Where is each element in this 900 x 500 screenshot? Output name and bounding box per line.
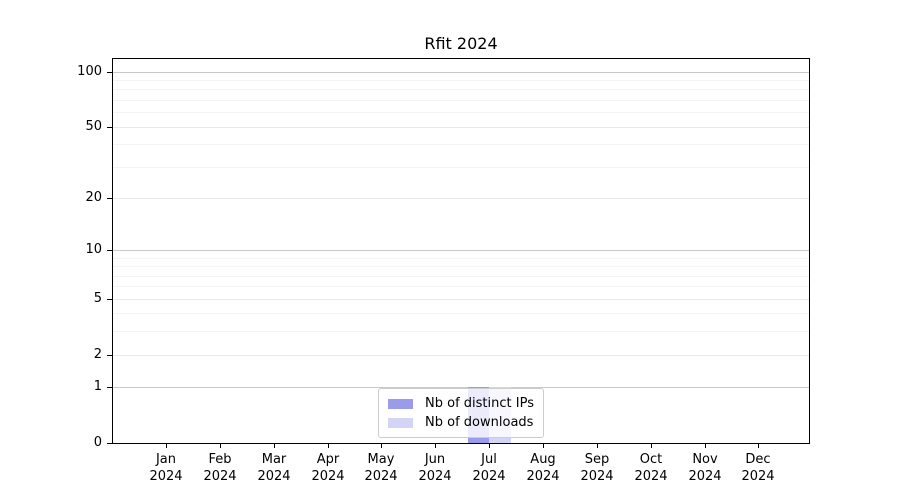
legend-item-distinct-ips: Nb of distinct IPs	[388, 394, 534, 413]
plot-area: Nb of distinct IPs Nb of downloads	[112, 58, 810, 444]
x-tick-apr	[328, 443, 329, 448]
legend-item-downloads: Nb of downloads	[388, 413, 534, 432]
x-tick-label-oct: Oct 2024	[634, 452, 668, 484]
y-tick-label-1: 1	[93, 379, 102, 394]
gridline-4	[113, 313, 809, 314]
x-tick-mar	[274, 443, 275, 448]
y-tick-label-5: 5	[93, 291, 102, 306]
y-tick-10	[107, 250, 113, 251]
y-tick-2	[107, 355, 113, 356]
x-tick-jul	[489, 443, 490, 448]
gridline-50	[113, 127, 809, 128]
gridline-90	[113, 80, 809, 81]
y-tick-label-0: 0	[93, 435, 102, 450]
gridline-6	[113, 286, 809, 287]
gridline-70	[113, 100, 809, 101]
gridline-60	[113, 112, 809, 113]
gridline-10	[113, 250, 809, 251]
legend-label-downloads: Nb of downloads	[425, 415, 534, 430]
legend-swatch-distinct-ips	[388, 398, 414, 409]
gridline-9	[113, 258, 809, 259]
x-tick-label-jul: Jul 2024	[472, 452, 506, 484]
y-tick-0	[107, 443, 113, 444]
x-tick-label-nov: Nov 2024	[688, 452, 722, 484]
x-tick-label-feb: Feb 2024	[203, 452, 237, 484]
gridline-40	[113, 144, 809, 145]
y-tick-label-10: 10	[85, 242, 102, 257]
gridline-30	[113, 167, 809, 168]
y-tick-label-100: 100	[77, 64, 102, 79]
x-tick-dec	[758, 443, 759, 448]
x-tick-jun	[435, 443, 436, 448]
gridline-100	[113, 72, 809, 73]
legend-swatch-downloads	[388, 417, 414, 428]
y-tick-5	[107, 299, 113, 300]
x-tick-label-may: May 2024	[364, 452, 398, 484]
x-tick-sep	[597, 443, 598, 448]
x-tick-may	[381, 443, 382, 448]
y-tick-label-50: 50	[85, 119, 102, 134]
gridline-8	[113, 266, 809, 267]
legend-label-distinct-ips: Nb of distinct IPs	[425, 396, 534, 411]
y-tick-label-2: 2	[93, 347, 102, 362]
y-tick-50	[107, 127, 113, 128]
x-tick-aug	[543, 443, 544, 448]
x-tick-label-jun: Jun 2024	[418, 452, 452, 484]
gridline-3	[113, 331, 809, 332]
gridline-20	[113, 198, 809, 199]
y-tick-label-20: 20	[85, 190, 102, 205]
gridline-1	[113, 387, 809, 388]
x-tick-label-jan: Jan 2024	[149, 452, 183, 484]
x-tick-label-mar: Mar 2024	[257, 452, 291, 484]
gridline-5	[113, 299, 809, 300]
x-tick-label-dec: Dec 2024	[741, 452, 775, 484]
legend: Nb of distinct IPs Nb of downloads	[378, 388, 544, 438]
x-tick-label-sep: Sep 2024	[580, 452, 614, 484]
y-tick-100	[107, 72, 113, 73]
y-tick-20	[107, 198, 113, 199]
y-tick-1	[107, 387, 113, 388]
gridline-80	[113, 89, 809, 90]
chart-title: Rfit 2024	[424, 34, 498, 53]
x-tick-label-aug: Aug 2024	[526, 452, 560, 484]
gridline-7	[113, 276, 809, 277]
x-tick-nov	[705, 443, 706, 448]
gridline-2	[113, 355, 809, 356]
x-tick-feb	[220, 443, 221, 448]
x-tick-label-apr: Apr 2024	[311, 452, 345, 484]
x-tick-jan	[166, 443, 167, 448]
x-tick-oct	[651, 443, 652, 448]
